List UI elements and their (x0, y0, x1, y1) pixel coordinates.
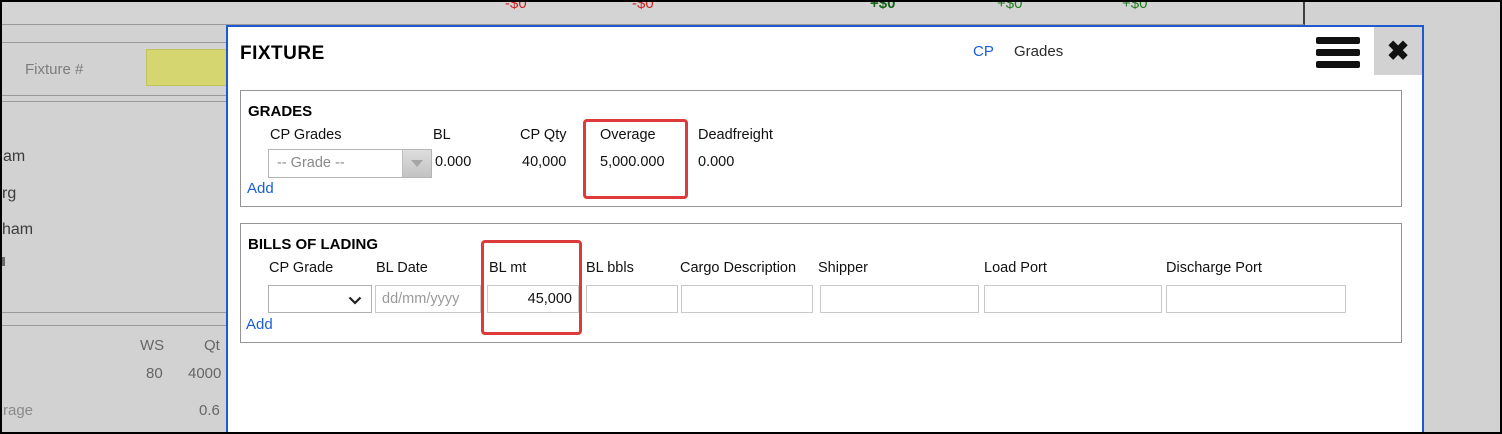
col-overage: Overage (600, 127, 656, 143)
bills-add-link[interactable]: Add (246, 316, 273, 333)
col-bl-mt: BL mt (489, 260, 527, 276)
overage-value: 5,000.000 (600, 154, 665, 170)
col-discharge-port: Discharge Port (1166, 260, 1262, 276)
rate-table-value: 80 (146, 365, 163, 382)
rate-table-value: 4000 (188, 365, 222, 382)
bl-bbls-input[interactable] (586, 285, 678, 313)
col-cp-grades: CP Grades (270, 127, 342, 143)
col-bl-bbls: BL bbls (586, 260, 634, 276)
cp-grade-dropdown[interactable]: -- Grade -- (268, 149, 432, 178)
bl-date-input[interactable] (375, 285, 481, 313)
nav-link-grades[interactable]: Grades (1014, 43, 1064, 60)
col-deadfreight: Deadfreight (698, 127, 773, 143)
fixture-number-label: Fixture # (25, 61, 84, 78)
rate-row-label: rage (3, 402, 34, 419)
col-cp-grade: CP Grade (269, 260, 334, 276)
port-list-item: ham (2, 221, 34, 238)
rate-row-value: 0.6 (199, 402, 220, 419)
divider (0, 325, 226, 326)
grades-heading: GRADES (248, 103, 313, 120)
clipped-text-fragment (2, 257, 5, 266)
col-cp-qty: CP Qty (520, 127, 567, 143)
discharge-port-input[interactable] (1166, 285, 1346, 313)
grades-panel: GRADES CP Grades BL CP Qty Overage Deadf… (240, 90, 1402, 207)
rate-table-header: WS (140, 337, 165, 354)
summary-value-positive: +$0 (997, 0, 1023, 12)
divider (0, 312, 226, 313)
rate-table-header: Qt (204, 337, 220, 354)
bl-cp-grade-select[interactable] (268, 285, 372, 313)
modal-title: FIXTURE (240, 43, 325, 64)
cp-grade-dropdown-value: -- Grade -- (277, 155, 345, 171)
divider (2, 42, 226, 43)
dropdown-arrow-button[interactable] (402, 150, 431, 177)
deadfreight-value: 0.000 (698, 154, 735, 170)
shipper-input[interactable] (820, 285, 979, 313)
col-cargo-description: Cargo Description (680, 260, 797, 276)
close-icon: ✖ (1386, 35, 1410, 66)
chevron-down-icon (348, 296, 362, 305)
nav-link-cp[interactable]: CP (973, 43, 994, 60)
summary-value-positive: +$0 (870, 0, 896, 12)
summary-value-negative: -$0 (632, 0, 654, 12)
col-bl: BL (433, 127, 451, 143)
hamburger-bar (1316, 49, 1360, 56)
col-load-port: Load Port (984, 260, 1047, 276)
bills-heading: BILLS OF LADING (248, 236, 378, 253)
summary-value-positive: +$0 (1122, 0, 1148, 12)
cp-qty-value: 40,000 (522, 154, 567, 170)
bills-of-lading-panel: BILLS OF LADING CP Grade BL Date BL mt B… (240, 223, 1402, 343)
col-shipper: Shipper (818, 260, 868, 276)
background-summary-bar: -$0 -$0 +$0 +$0 +$0 (2, 0, 1305, 25)
hamburger-bar (1316, 61, 1360, 68)
cargo-description-input[interactable] (681, 285, 813, 313)
load-port-input[interactable] (984, 285, 1162, 313)
port-list-item: am (3, 148, 26, 165)
divider (0, 95, 226, 96)
hamburger-menu-icon[interactable] (1316, 37, 1360, 68)
divider (0, 101, 226, 102)
col-bl-date: BL Date (376, 260, 428, 276)
bl-mt-input[interactable] (487, 285, 579, 313)
chevron-down-icon (411, 160, 423, 167)
grades-add-link[interactable]: Add (247, 180, 274, 197)
fixture-modal: FIXTURE CP Grades ✖ GRADES CP Grades BL … (226, 25, 1424, 434)
close-button[interactable]: ✖ (1374, 27, 1422, 75)
fixture-number-input[interactable] (146, 49, 228, 86)
bl-value: 0.000 (435, 154, 472, 170)
port-list-item: rg (2, 185, 17, 202)
summary-value-negative: -$0 (505, 0, 527, 12)
hamburger-bar (1316, 37, 1360, 44)
